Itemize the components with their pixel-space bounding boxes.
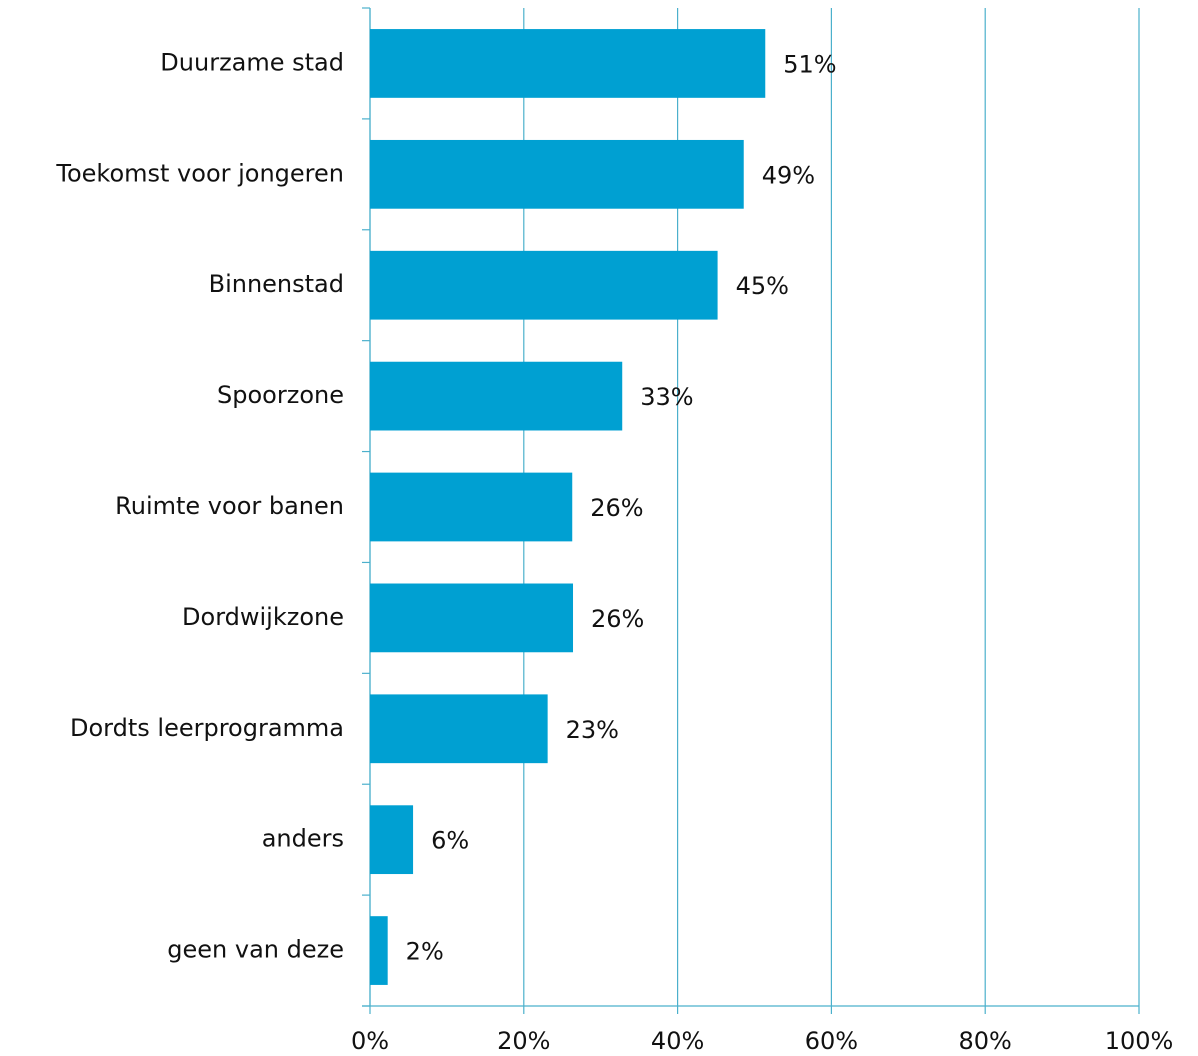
- bar: [370, 916, 388, 985]
- y-tick-label: Duurzame stad: [160, 48, 344, 76]
- value-label: 2%: [406, 938, 444, 966]
- bar: [370, 472, 573, 542]
- x-tick-label: 0%: [351, 1027, 389, 1055]
- x-tick-label: 100%: [1105, 1027, 1174, 1055]
- bar: [370, 583, 574, 653]
- value-label: 51%: [783, 50, 836, 78]
- value-label: 23%: [566, 716, 619, 744]
- value-label: 6%: [431, 827, 469, 855]
- y-tick-label: Ruimte voor banen: [115, 492, 344, 520]
- value-label: 26%: [591, 605, 644, 633]
- x-tick-label: 20%: [497, 1027, 550, 1055]
- y-tick-label: Spoorzone: [217, 381, 344, 409]
- value-label: 33%: [640, 383, 693, 411]
- y-tick-label: Dordwijkzone: [182, 603, 344, 631]
- bar: [370, 250, 718, 320]
- bar: [370, 139, 744, 209]
- value-label: 26%: [590, 494, 643, 522]
- x-tick-label: 60%: [805, 1027, 858, 1055]
- x-tick-label: 80%: [959, 1027, 1012, 1055]
- bar: [370, 361, 623, 431]
- y-tick-label: anders: [262, 825, 344, 853]
- x-tick-label: 40%: [651, 1027, 704, 1055]
- y-tick-label: Binnenstad: [209, 270, 344, 298]
- bar: [370, 805, 414, 875]
- y-tick-label: geen van deze: [167, 936, 344, 964]
- value-label: 45%: [736, 272, 789, 300]
- bar: [370, 29, 766, 98]
- bar: [370, 694, 548, 764]
- value-label: 49%: [762, 161, 815, 189]
- y-tick-label: Toekomst voor jongeren: [55, 159, 344, 187]
- y-tick-label: Dordts leerprogramma: [70, 714, 344, 742]
